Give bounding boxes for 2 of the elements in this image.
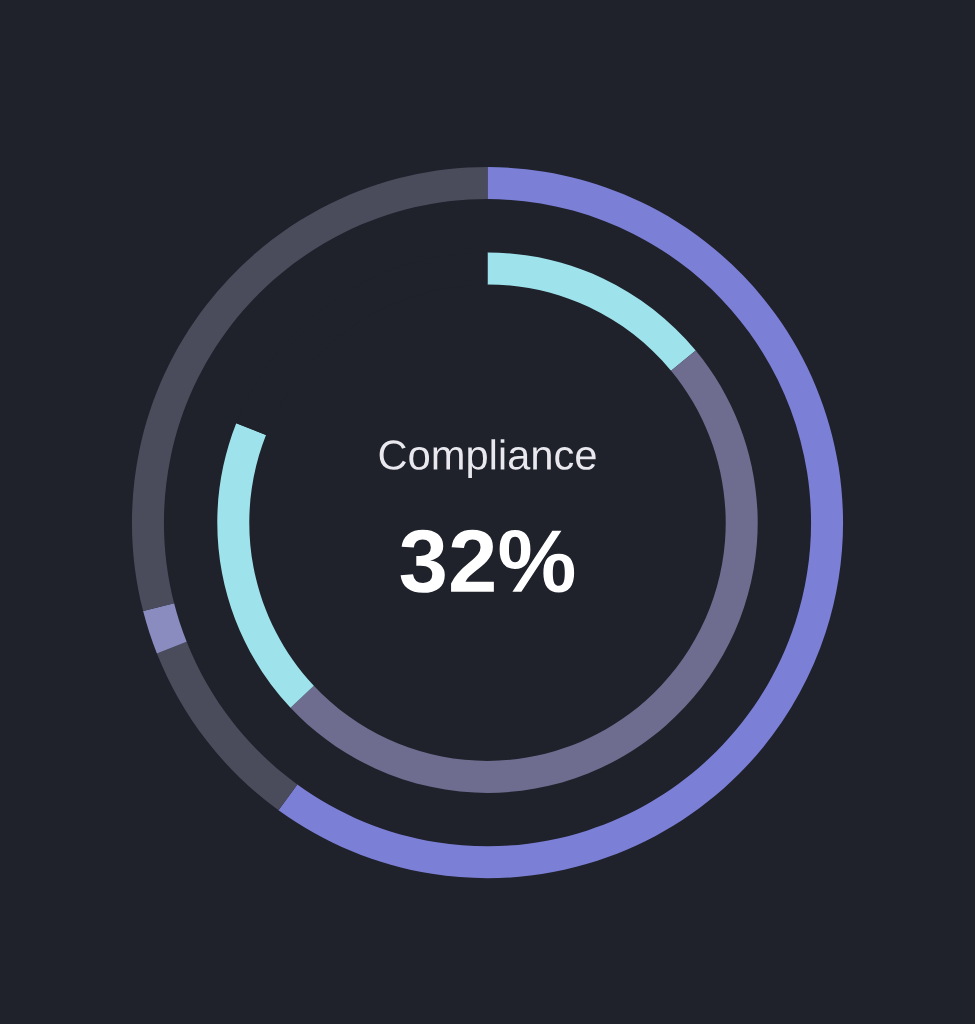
text: Compliance (379, 439, 596, 479)
text: 32% (400, 529, 575, 593)
